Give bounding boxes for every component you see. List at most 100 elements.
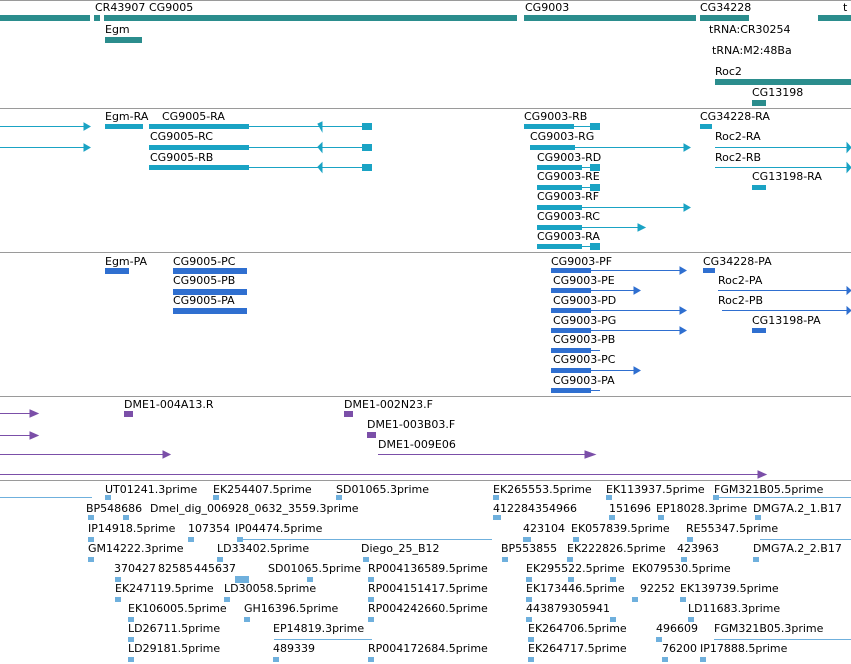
est-label[interactable]: 76200 — [662, 642, 697, 655]
gene-label[interactable]: CG9005 — [149, 1, 194, 14]
est-label[interactable]: RP004172684.5prime — [368, 642, 488, 655]
est-label[interactable]: 370427 — [114, 562, 156, 575]
est-label[interactable]: EK254407.5prime — [213, 483, 312, 496]
transcript-label[interactable]: Roc2-RA — [715, 130, 761, 143]
gene-label[interactable]: CG34228 — [700, 1, 752, 14]
transcript-label[interactable]: CG34228-RA — [700, 110, 770, 123]
protein-label[interactable]: CG9003-PC — [553, 353, 616, 366]
est-label[interactable]: EK264717.5prime — [528, 642, 627, 655]
gene-bar-roc2[interactable] — [715, 79, 851, 85]
clone-label[interactable]: DME1-002N23.F — [344, 398, 433, 411]
clone-label[interactable]: DME1-004A13.R — [124, 398, 214, 411]
protein-label[interactable]: Roc2-PA — [718, 274, 763, 287]
est-label[interactable]: EK173446.5prime — [526, 582, 625, 595]
gene-label[interactable]: CG13198 — [752, 86, 804, 99]
est-label[interactable]: EP14819.3prime — [273, 622, 365, 635]
gene-label[interactable]: Egm — [105, 23, 130, 36]
clone-label[interactable]: DME1-009E06 — [378, 438, 456, 451]
gene-label[interactable]: Roc2 — [715, 65, 742, 78]
est-label[interactable]: 445637 — [194, 562, 236, 575]
gene-label[interactable]: CG9003 — [525, 1, 570, 14]
est-label[interactable]: EK295522.5prime — [526, 562, 625, 575]
transcript-label[interactable]: CG9003-RB — [524, 110, 588, 123]
est-label[interactable]: EK057839.5prime — [571, 522, 670, 535]
est-label[interactable]: LD26711.5prime — [128, 622, 221, 635]
transcript-label[interactable]: CG9003-RG — [530, 130, 595, 143]
protein-label[interactable]: CG34228-PA — [703, 255, 772, 268]
protein-label[interactable]: Roc2-PB — [718, 294, 764, 307]
protein-label[interactable]: CG9003-PD — [553, 294, 617, 307]
est-label[interactable]: RP004242660.5prime — [368, 602, 488, 615]
transcript-label[interactable]: Egm-RA — [105, 110, 149, 123]
est-label[interactable]: RE55347.5prime — [686, 522, 779, 535]
est-label[interactable]: SD01065.3prime — [336, 483, 429, 496]
est-label[interactable]: RP004151417.5prime — [368, 582, 488, 595]
est-label[interactable]: BP553855 — [501, 542, 558, 555]
gene-bar-cg13198[interactable] — [752, 100, 766, 106]
gene-bar-cg34228[interactable] — [700, 15, 749, 21]
est-label[interactable]: EK113937.5prime — [606, 483, 705, 496]
est-label[interactable]: DMG7A.2_1.B17 — [753, 502, 842, 515]
protein-label[interactable]: CG9003-PA — [553, 374, 615, 387]
est-label[interactable]: EK079530.5prime — [632, 562, 731, 575]
est-label[interactable]: EP18028.3prime — [656, 502, 748, 515]
transcript-label[interactable]: CG9003-RA — [537, 230, 600, 243]
est-label[interactable]: IP14918.5prime — [88, 522, 176, 535]
est-label[interactable]: EK106005.5prime — [128, 602, 227, 615]
transcript-label[interactable]: CG9003-RC — [537, 210, 600, 223]
est-label[interactable]: FGM321B05.5prime — [714, 483, 824, 496]
gene-bar-egm[interactable] — [105, 37, 142, 43]
est-label[interactable]: RP004136589.5prime — [368, 562, 488, 575]
est-label[interactable]: IP04474.5prime — [235, 522, 323, 535]
transcript-label[interactable]: CG9003-RF — [537, 190, 600, 203]
est-label[interactable]: 443879305941 — [526, 602, 610, 615]
gene-bar-left[interactable] — [0, 15, 90, 21]
gene-label[interactable]: tRNA:M2:48Ba — [712, 44, 792, 57]
gene-bar-cg9005[interactable] — [104, 15, 517, 21]
gene-label[interactable]: CR43907 — [95, 1, 146, 14]
protein-label[interactable]: CG13198-PA — [752, 314, 821, 327]
protein-label[interactable]: CG9003-PB — [553, 333, 616, 346]
est-label[interactable]: LD30058.5prime — [224, 582, 317, 595]
transcript-label[interactable]: CG9005-RC — [150, 130, 213, 143]
est-label[interactable]: IP17888.5prime — [700, 642, 788, 655]
protein-label[interactable]: CG9005-PB — [173, 274, 236, 287]
gene-label[interactable]: t — [843, 1, 848, 14]
protein-label[interactable]: CG9005-PC — [173, 255, 236, 268]
transcript-label[interactable]: CG9005-RB — [150, 151, 214, 164]
est-label[interactable]: Diego_25_B12 — [361, 542, 440, 555]
transcript-label[interactable]: Roc2-RB — [715, 151, 762, 164]
gene-bar-cg9003[interactable] — [524, 15, 696, 21]
est-label[interactable]: EK264706.5prime — [528, 622, 627, 635]
est-label[interactable]: EK222826.5prime — [567, 542, 666, 555]
est-label[interactable]: EK265553.5prime — [493, 483, 592, 496]
est-label[interactable]: LD33402.5prime — [217, 542, 310, 555]
est-label[interactable]: DMG7A.2_2.B17 — [753, 542, 842, 555]
gene-label[interactable]: tRNA:CR30254 — [709, 23, 791, 36]
clone-label[interactable]: DME1-003B03.F — [367, 418, 456, 431]
est-label[interactable]: 82585 — [158, 562, 193, 575]
est-label[interactable]: 489339 — [273, 642, 315, 655]
gene-bar-cr43907[interactable] — [94, 15, 100, 21]
est-label[interactable]: 423963 — [677, 542, 719, 555]
est-label[interactable]: GH16396.5prime — [244, 602, 339, 615]
est-label[interactable]: Dmel_dig_006928_0632_3559.3prime — [150, 502, 359, 515]
est-label[interactable]: SD01065.5prime — [268, 562, 361, 575]
est-label[interactable]: LD29181.5prime — [128, 642, 221, 655]
protein-label[interactable]: CG9005-PA — [173, 294, 235, 307]
transcript-label[interactable]: CG9005-RA — [162, 110, 225, 123]
est-label[interactable]: 92252 — [640, 582, 675, 595]
est-label[interactable]: 496609 — [656, 622, 698, 635]
protein-label[interactable]: CG9003-PG — [553, 314, 617, 327]
transcript-label[interactable]: CG9003-RD — [537, 151, 602, 164]
est-label[interactable]: EK139739.5prime — [680, 582, 779, 595]
protein-label[interactable]: CG9003-PE — [553, 274, 615, 287]
est-label[interactable]: 412284354966 — [493, 502, 577, 515]
est-label[interactable]: UT01241.3prime — [105, 483, 198, 496]
protein-label[interactable]: Egm-PA — [105, 255, 148, 268]
est-label[interactable]: 107354 — [188, 522, 230, 535]
est-label[interactable]: 423104 — [523, 522, 565, 535]
protein-label[interactable]: CG9003-PF — [551, 255, 613, 268]
est-label[interactable]: 151696 — [609, 502, 651, 515]
est-label[interactable]: GM14222.3prime — [88, 542, 184, 555]
